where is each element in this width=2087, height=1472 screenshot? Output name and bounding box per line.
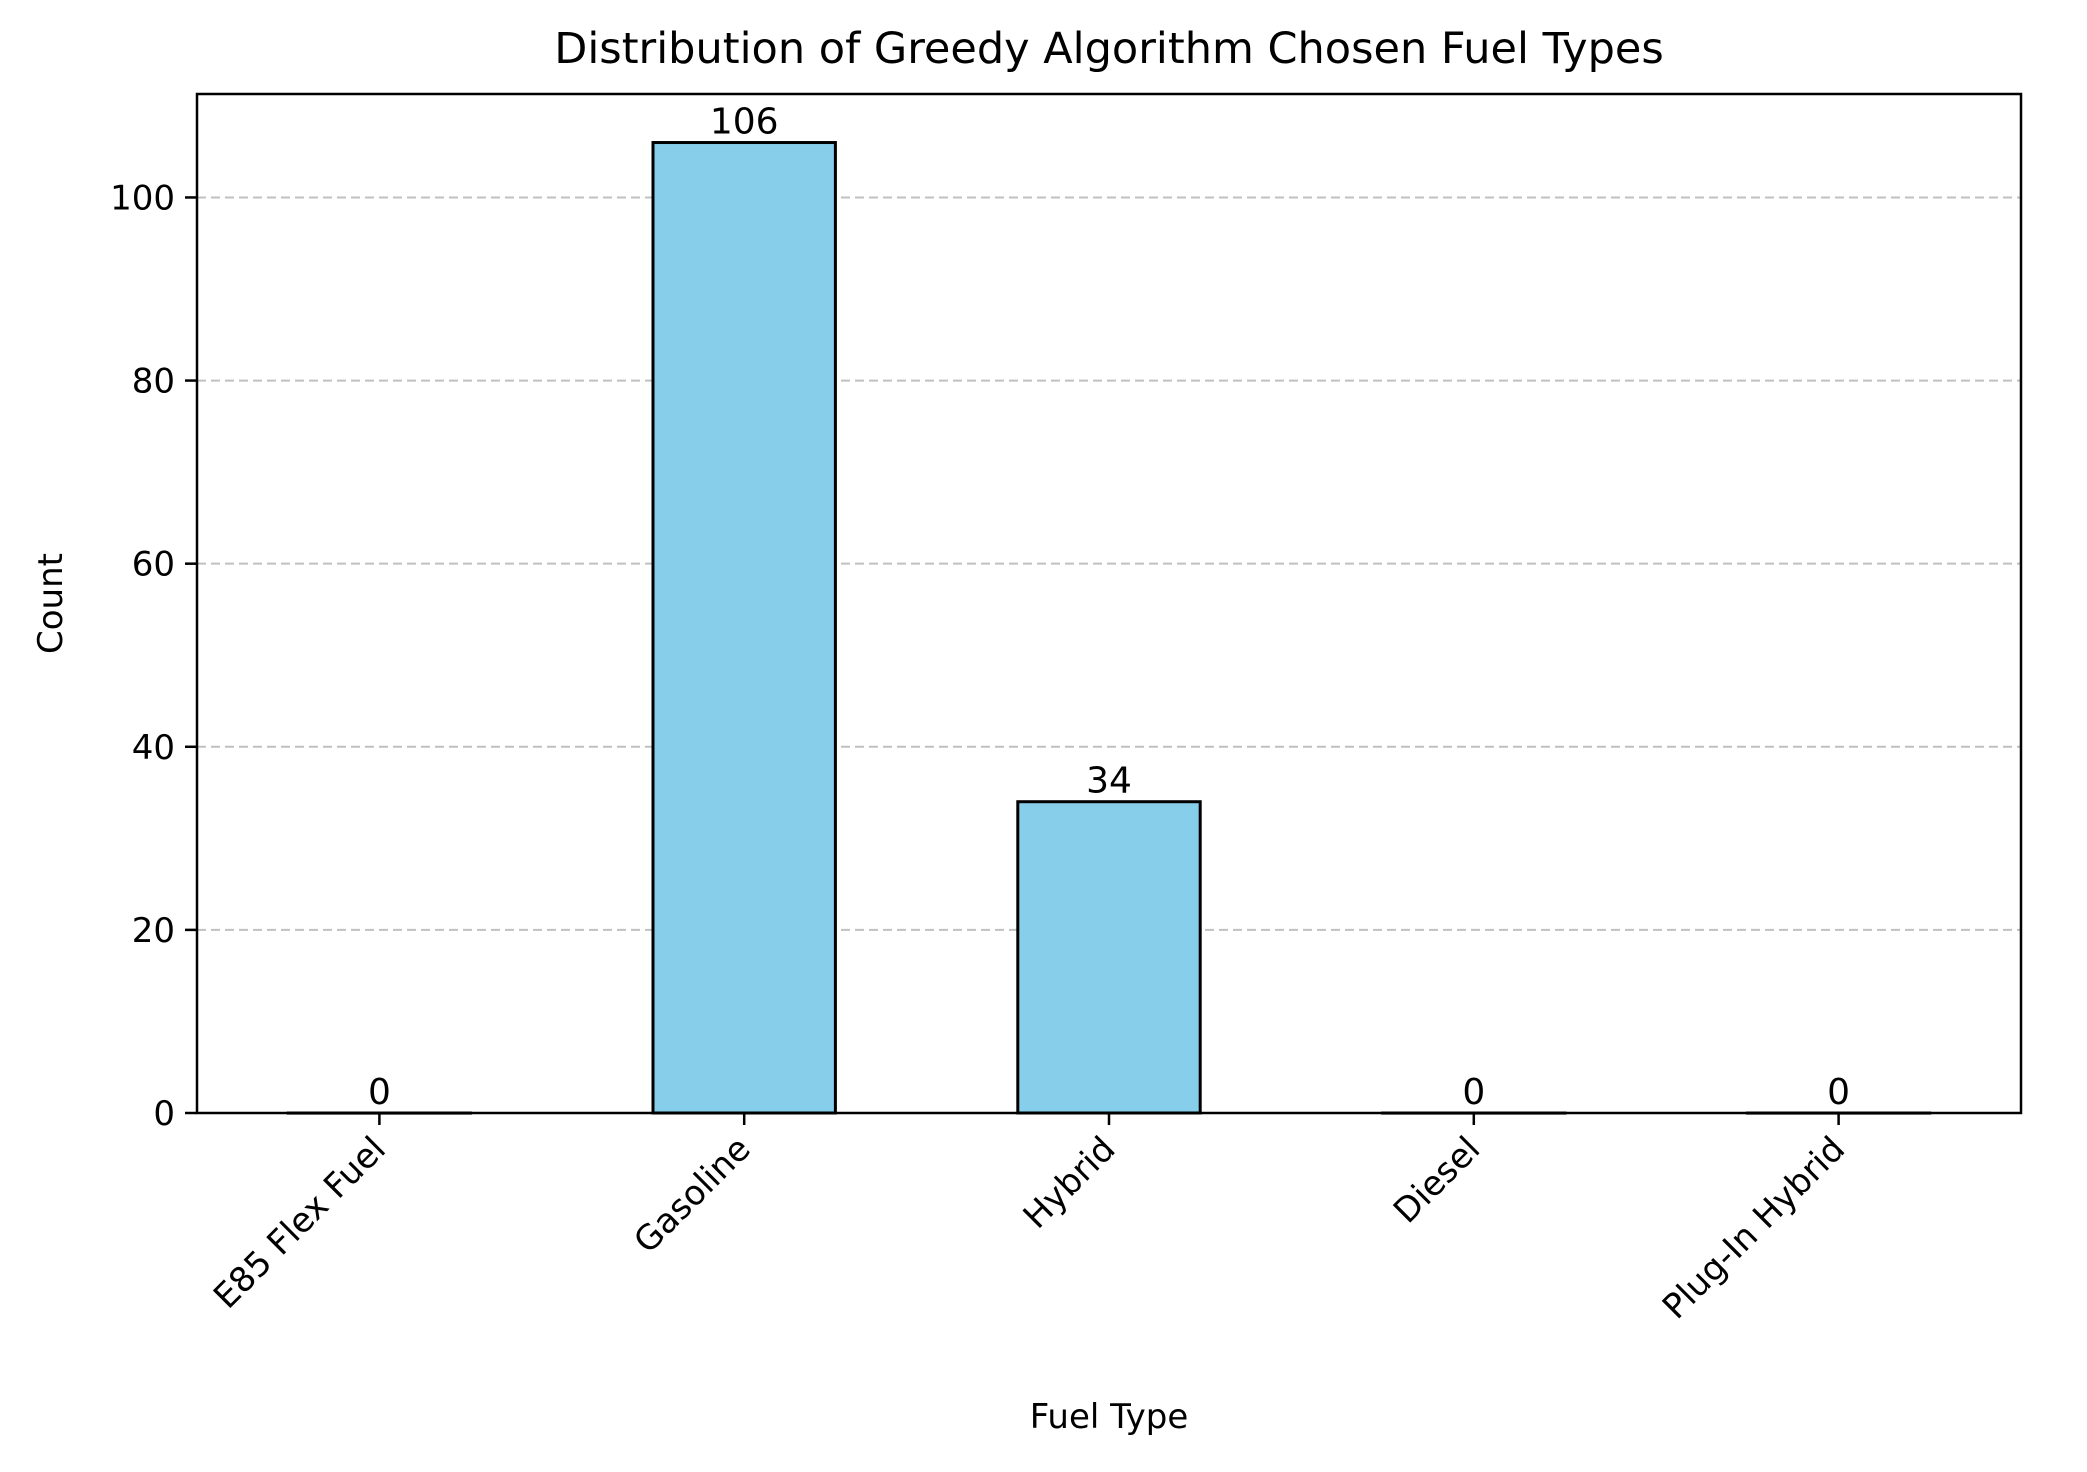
y-tick-label: 20 [132, 911, 175, 951]
bar [653, 143, 835, 1113]
y-tick-label: 40 [132, 728, 175, 768]
y-axis-label: Count [31, 553, 71, 654]
chart-title: Distribution of Greedy Algorithm Chosen … [554, 24, 1664, 74]
bar [1018, 802, 1200, 1113]
y-tick-label: 100 [110, 178, 175, 218]
bar-value-label: 0 [1827, 1072, 1850, 1113]
bar-value-label: 0 [368, 1072, 391, 1113]
bar-value-label: 106 [710, 102, 779, 143]
y-tick-label: 0 [153, 1094, 175, 1134]
y-tick-label: 60 [132, 545, 175, 585]
bar-value-label: 34 [1086, 761, 1132, 802]
x-axis-label: Fuel Type [1030, 1397, 1189, 1437]
y-tick-label: 80 [132, 362, 175, 402]
bar-value-label: 0 [1462, 1072, 1485, 1113]
